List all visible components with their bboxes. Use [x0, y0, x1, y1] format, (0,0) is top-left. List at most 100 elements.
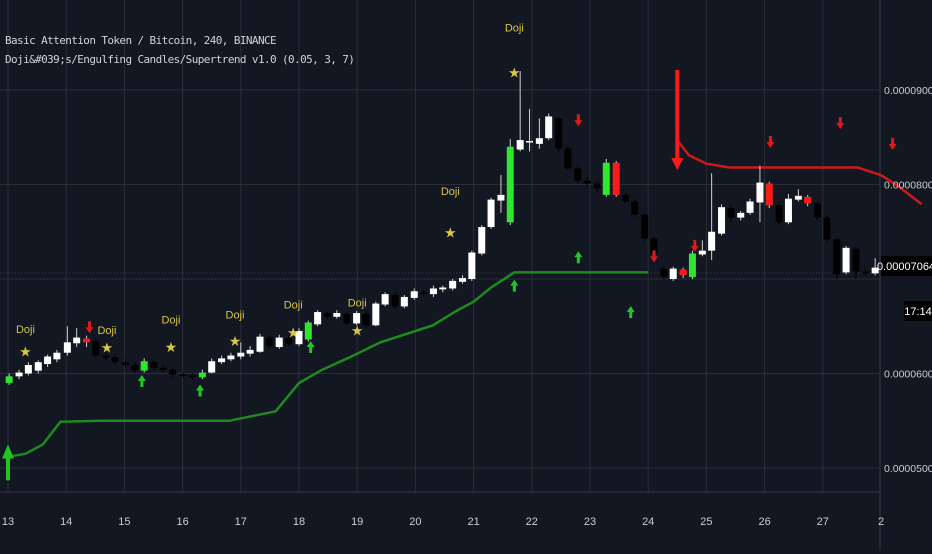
candle	[188, 373, 196, 381]
candle	[295, 328, 303, 347]
doji-star-icon: ★	[287, 326, 300, 342]
candle-body	[555, 118, 563, 149]
candle-body	[410, 291, 418, 298]
candle-body	[525, 141, 533, 143]
candle-body	[459, 278, 467, 282]
doji-star-icon: ★	[508, 66, 521, 82]
time-tick-label: 22	[526, 516, 538, 528]
indicator-title[interactable]: Doji&#039;s/Engulfing Candles/Supertrend…	[5, 53, 355, 66]
doji-label: Doji	[161, 314, 180, 326]
candle	[218, 355, 226, 365]
candle	[449, 279, 457, 291]
candle	[150, 360, 158, 371]
candle-body	[333, 313, 341, 317]
candle	[102, 351, 110, 361]
candle	[852, 246, 860, 279]
candle-body	[583, 180, 591, 184]
candle	[73, 328, 81, 348]
candle	[372, 301, 380, 327]
last-price-value: 0.00007064	[877, 261, 932, 273]
candle-body	[179, 374, 187, 376]
candle	[391, 292, 399, 310]
trend-flip-down-head	[671, 158, 684, 171]
bullish-arrow-icon	[137, 375, 146, 388]
candle	[516, 71, 524, 152]
candle	[583, 176, 591, 187]
candle	[737, 210, 745, 221]
time-tick-label: 23	[584, 516, 596, 528]
candle-body	[198, 372, 206, 378]
candle-body	[246, 349, 254, 354]
candle-body	[400, 296, 408, 307]
candle-body	[429, 288, 437, 295]
candle	[669, 266, 677, 281]
time-axis[interactable]: 13 14 15 16 17 18 19 20 21 22 23 24 25 26 27 2	[2, 516, 884, 528]
doji-label: Doji	[226, 310, 245, 322]
candle-body	[265, 337, 273, 347]
candle-body	[83, 338, 91, 343]
candle	[410, 288, 418, 300]
candle	[727, 205, 735, 223]
candle	[343, 312, 351, 326]
candle-body	[159, 367, 167, 370]
candle	[44, 354, 52, 367]
candle	[814, 201, 822, 221]
candle-body	[727, 208, 735, 218]
bearish-arrow-icon	[888, 137, 897, 150]
candle-body	[324, 313, 332, 317]
candle-body	[784, 198, 792, 223]
candle-body	[208, 361, 216, 373]
doji-star-icon: ★	[229, 334, 242, 350]
candle	[131, 362, 139, 374]
doji-label: Doji	[284, 299, 303, 311]
candle-body	[468, 252, 476, 279]
candle-body	[650, 238, 658, 254]
candle-body	[227, 355, 235, 360]
candle	[545, 113, 553, 141]
candle-body	[150, 362, 158, 368]
candle-body	[574, 168, 582, 181]
candle-body	[372, 303, 380, 326]
time-tick-label: 20	[409, 516, 421, 528]
doji-star-icon: ★	[351, 324, 364, 340]
candle-body	[478, 227, 486, 254]
candle	[34, 360, 42, 374]
candle-body	[737, 212, 745, 218]
candle	[227, 352, 235, 362]
candle	[487, 197, 495, 229]
candle	[775, 203, 783, 226]
candle-body	[765, 183, 773, 206]
candle-body	[44, 356, 52, 365]
candle	[122, 358, 130, 368]
candle	[535, 118, 543, 149]
candle-body	[775, 205, 783, 223]
candle	[555, 116, 563, 152]
candle-body	[506, 146, 514, 223]
candle-body	[698, 250, 706, 255]
trend-flip-up-bar	[6, 456, 10, 481]
candle	[420, 290, 428, 297]
candle	[612, 160, 620, 197]
candle	[459, 275, 467, 284]
candle-body	[756, 182, 764, 203]
candle	[285, 335, 293, 347]
candle-body	[5, 376, 13, 383]
time-tick-label: 17	[235, 516, 247, 528]
candle	[823, 215, 831, 243]
bearish-arrow-icon	[650, 250, 659, 263]
candle-body	[188, 375, 196, 378]
candle	[468, 250, 476, 281]
doji-star-icon: ★	[19, 344, 32, 360]
time-tick-label: 14	[60, 516, 72, 528]
candle-body	[63, 342, 71, 353]
trend-flip-down-bar	[675, 70, 680, 160]
candle-body	[842, 247, 850, 273]
candle	[478, 225, 486, 256]
candle	[756, 165, 764, 223]
candle	[679, 267, 687, 279]
